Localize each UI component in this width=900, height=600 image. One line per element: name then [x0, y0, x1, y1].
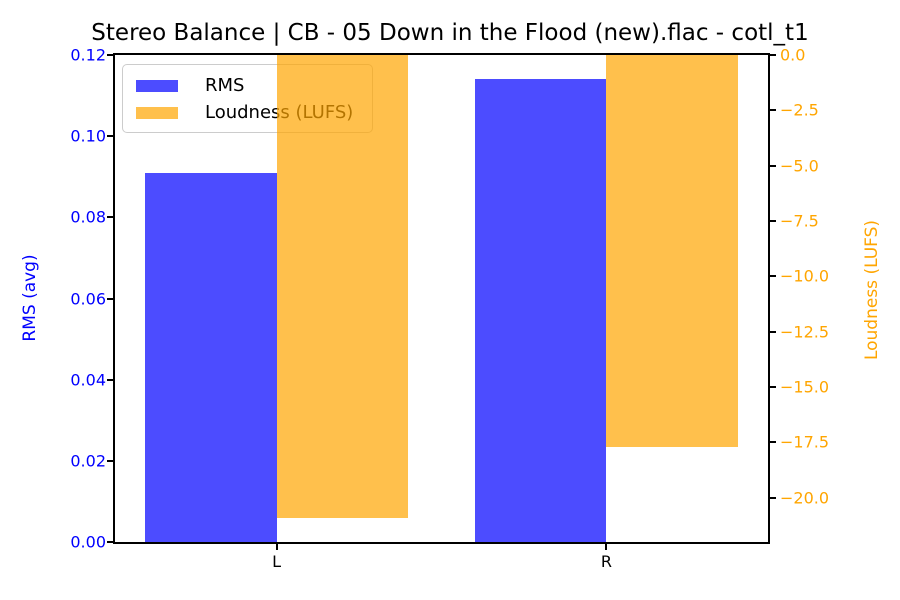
legend-label-rms: RMS	[205, 75, 245, 96]
right-tick-mark	[768, 220, 776, 222]
right-tick-mark	[768, 164, 776, 167]
right-tick-mark	[768, 386, 776, 388]
left-tick-label: 0.04	[70, 370, 106, 390]
left-tick-mark	[107, 459, 115, 462]
right-tick-label: −10.0	[780, 266, 830, 286]
right-tick-label: −5.0	[780, 156, 819, 176]
right-tick-label: −7.5	[780, 211, 819, 231]
plot-area: RMS Loudness (LUFS)	[115, 55, 768, 542]
rms-bar-L	[144, 172, 277, 542]
x-tick-mark	[605, 542, 608, 550]
left-tick-label: 0.10	[70, 126, 106, 146]
right-tick-label: −17.5	[780, 432, 830, 452]
right-tick-mark	[768, 54, 776, 56]
right-tick-mark	[768, 441, 776, 444]
left-tick-label: 0.06	[70, 289, 106, 308]
right-tick-mark	[768, 109, 776, 112]
left-tick-label: 0.00	[70, 532, 106, 552]
x-tick-label-L: L	[272, 552, 282, 571]
legend-row-rms: RMS	[136, 72, 372, 99]
loudness-bar-R	[606, 55, 739, 447]
left-tick-label: 0.12	[70, 45, 106, 65]
legend-swatch-loudness	[136, 106, 178, 119]
left-tick-mark	[107, 135, 115, 138]
left-axis-label: RMS (avg)	[20, 254, 40, 342]
right-tick-mark	[768, 496, 776, 499]
loudness-bar-L	[276, 55, 409, 518]
rms-bar-R	[474, 79, 607, 542]
right-tick-mark	[768, 275, 776, 278]
legend-swatch-rms	[136, 79, 178, 92]
right-tick-label: −2.5	[780, 100, 819, 120]
right-tick-label: 0.0	[780, 45, 806, 65]
left-tick-label: 0.08	[70, 207, 106, 227]
right-tick-label: −12.5	[780, 322, 830, 342]
left-tick-mark	[107, 541, 115, 543]
left-tick-mark	[107, 54, 115, 56]
x-tick-mark	[275, 542, 278, 550]
left-tick-mark	[107, 216, 115, 219]
right-axis-label: Loudness (LUFS)	[862, 219, 882, 361]
x-tick-label-R: R	[600, 552, 612, 571]
left-tick-label: 0.02	[70, 451, 106, 471]
right-tick-mark	[768, 330, 776, 333]
right-tick-label: −20.0	[780, 488, 830, 508]
left-tick-mark	[107, 297, 115, 300]
left-tick-mark	[107, 378, 115, 381]
right-tick-label: −15.0	[780, 377, 830, 397]
chart-title: Stereo Balance | CB - 05 Down in the Flo…	[91, 20, 809, 46]
